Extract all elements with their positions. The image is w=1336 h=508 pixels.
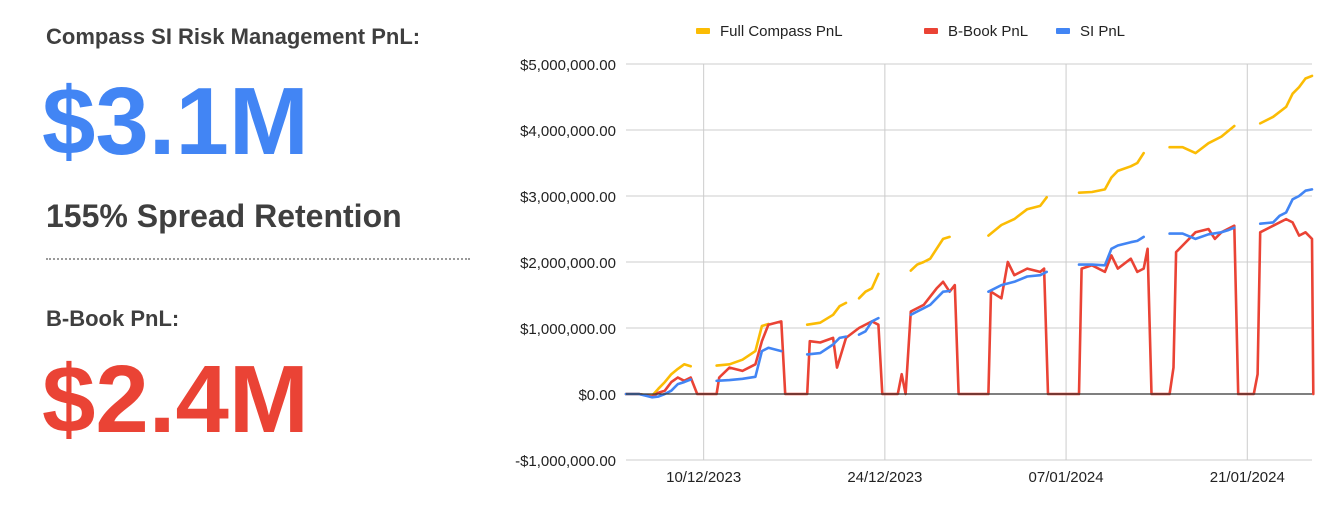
x-tick-label: 07/01/2024 bbox=[1029, 469, 1104, 486]
x-tick-label: 21/01/2024 bbox=[1210, 469, 1285, 486]
series-line-2 bbox=[1258, 188, 1314, 225]
primary-kpi-label: Compass SI Risk Management PnL: bbox=[46, 24, 421, 49]
series-line-2 bbox=[1077, 235, 1146, 267]
kpi-panel: Compass SI Risk Management PnL: $3.1M 15… bbox=[0, 0, 480, 508]
legend-label: B-Book PnL bbox=[948, 23, 1028, 40]
series-line-0 bbox=[805, 301, 848, 327]
series-line-2 bbox=[805, 335, 848, 356]
series-line-0 bbox=[715, 322, 770, 367]
y-tick-label: $5,000,000.00 bbox=[520, 57, 616, 74]
series-line-0 bbox=[1258, 74, 1314, 125]
secondary-kpi-label: B-Book PnL: bbox=[46, 306, 180, 331]
series-line-0 bbox=[1168, 124, 1236, 155]
y-tick-label: $1,000,000.00 bbox=[520, 321, 616, 338]
series-line-2 bbox=[1168, 226, 1236, 241]
series-line-2 bbox=[857, 316, 880, 336]
legend-swatch bbox=[1056, 28, 1070, 34]
spread-retention-label: 155% Spread Retention bbox=[46, 198, 402, 234]
series-line-2 bbox=[909, 289, 951, 317]
x-tick-label: 10/12/2023 bbox=[666, 469, 741, 486]
legend-label: Full Compass PnL bbox=[720, 23, 843, 40]
series-line-0 bbox=[909, 235, 951, 272]
kpi-divider bbox=[46, 258, 470, 260]
chart-axes: -$1,000,000.00 $0.00 $1,000,000.00 $2,000,0… bbox=[515, 57, 1312, 486]
y-tick-label: $3,000,000.00 bbox=[520, 189, 616, 206]
series-line-1 bbox=[624, 217, 1315, 398]
chart-legend: Full Compass PnL B-Book PnL SI PnL bbox=[696, 23, 1125, 40]
y-tick-label: -$1,000,000.00 bbox=[515, 453, 616, 470]
y-tick-label: $0.00 bbox=[578, 387, 616, 404]
series-line-0 bbox=[1077, 151, 1146, 194]
series-line-2 bbox=[987, 270, 1049, 294]
secondary-kpi-value: $2.4M bbox=[42, 346, 309, 453]
chart-series bbox=[624, 74, 1315, 399]
series-line-0 bbox=[857, 272, 880, 300]
legend-swatch bbox=[696, 28, 710, 34]
series-line-0 bbox=[987, 196, 1049, 237]
legend-swatch bbox=[924, 28, 938, 34]
legend-label: SI PnL bbox=[1080, 23, 1125, 40]
pnl-line-chart: -$1,000,000.00 $0.00 $1,000,000.00 $2,000,0… bbox=[515, 23, 1315, 486]
chart-grid bbox=[626, 63, 1312, 461]
y-tick-label: $2,000,000.00 bbox=[520, 255, 616, 272]
series-line-2 bbox=[715, 346, 783, 383]
y-tick-label: $4,000,000.00 bbox=[520, 123, 616, 140]
primary-kpi-value: $3.1M bbox=[42, 68, 309, 175]
x-tick-label: 24/12/2023 bbox=[847, 469, 922, 486]
